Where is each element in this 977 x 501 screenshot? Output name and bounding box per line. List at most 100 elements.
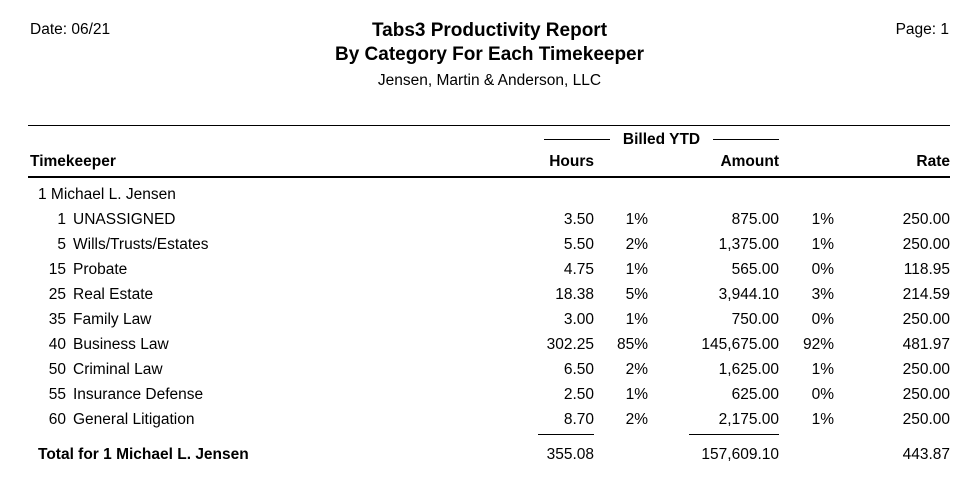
table-body: 1 Michael L. Jensen 1 UNASSIGNED 3.50 1% … [28, 178, 950, 467]
category-cell: 5 Wills/Trusts/Estates [28, 232, 504, 257]
rate-value: 250.00 [902, 211, 950, 228]
amount-value: 2,175.00 [648, 407, 779, 435]
amount-pct-value: 1% [811, 411, 834, 428]
timekeeper-name: 1 Michael L. Jensen [38, 186, 176, 203]
report-date: Date: 06/21 [30, 21, 111, 38]
hours-pct-value: 2% [625, 411, 648, 428]
table-row: 40 Business Law 302.25 85% 145,675.00 92%… [28, 332, 950, 357]
productivity-table: Billed YTD Timekeeper Hours Amount Rate … [28, 125, 950, 467]
hours-pct-value: 2% [625, 236, 648, 253]
report-title-line1: Tabs3 Productivity Report [371, 20, 608, 41]
amount-value: 145,675.00 [701, 336, 779, 353]
rate-value: 250.00 [902, 411, 950, 428]
category-cell: 60 General Litigation [28, 407, 504, 432]
category-number: 40 [48, 336, 66, 353]
category-number: 60 [48, 411, 66, 428]
column-header-row: Timekeeper Hours Amount Rate [28, 153, 950, 178]
billed-ytd-group: Billed YTD [504, 126, 780, 153]
amount-pct-value: 1% [811, 211, 834, 228]
amount-pct-value: 0% [811, 261, 834, 278]
category-number: 1 [57, 211, 66, 228]
hours-pct-value: 2% [625, 361, 648, 378]
hours-value: 4.75 [563, 261, 594, 278]
group-header-row: Billed YTD [28, 126, 950, 153]
amount-pct-value: 0% [811, 386, 834, 403]
hours-value: 5.50 [563, 236, 594, 253]
category-cell: 1 UNASSIGNED [28, 207, 504, 232]
category-number: 5 [57, 236, 66, 253]
group-header-label: Billed YTD [622, 130, 701, 148]
amount-value: 3,944.10 [718, 286, 779, 303]
category-number: 15 [48, 261, 66, 278]
hours-value: 302.25 [546, 336, 594, 353]
category-cell: 50 Criminal Law [28, 357, 504, 382]
category-cell: 55 Insurance Defense [28, 382, 504, 407]
hours-pct-value: 1% [625, 386, 648, 403]
category-cell: 40 Business Law [28, 332, 504, 357]
table-row: 55 Insurance Defense 2.50 1% 625.00 0% 25… [28, 382, 950, 407]
col-header-timekeeper: Timekeeper [30, 153, 116, 170]
report-header: Date: 06/21 Tabs3 Productivity Report By… [0, 0, 977, 92]
page-number: Page: 1 [895, 21, 949, 38]
hours-value: 3.50 [563, 211, 594, 228]
category-name: Probate [73, 261, 128, 278]
amount-value: 1,625.00 [718, 361, 779, 378]
category-number: 35 [48, 311, 66, 328]
table-row: 1 UNASSIGNED 3.50 1% 875.00 1% 250.00 [28, 207, 950, 232]
category-name: Insurance Defense [73, 386, 204, 403]
total-hours: 355.08 [546, 446, 594, 463]
category-name: Criminal Law [73, 361, 163, 378]
category-cell: 25 Real Estate [28, 282, 504, 307]
amount-pct-value: 92% [802, 336, 834, 353]
category-name: Family Law [73, 311, 152, 328]
amount-value: 565.00 [731, 261, 779, 278]
hours-pct-value: 5% [625, 286, 648, 303]
group-rule-left [544, 139, 610, 140]
category-cell: 35 Family Law [28, 307, 504, 332]
col-header-amount: Amount [720, 153, 779, 170]
hours-pct-value: 85% [616, 336, 648, 353]
hours-pct-value: 1% [625, 311, 648, 328]
amount-value: 625.00 [731, 386, 779, 403]
table-row: 50 Criminal Law 6.50 2% 1,625.00 1% 250.0… [28, 357, 950, 382]
hours-value: 6.50 [563, 361, 594, 378]
amount-value: 750.00 [731, 311, 779, 328]
timekeeper-row: 1 Michael L. Jensen [28, 182, 950, 207]
hours-pct-value: 1% [625, 261, 648, 278]
rate-value: 250.00 [902, 361, 950, 378]
total-rate: 443.87 [902, 446, 950, 463]
group-rule-right [713, 139, 780, 140]
category-number: 55 [48, 386, 66, 403]
col-header-rate: Rate [916, 153, 950, 170]
category-name: UNASSIGNED [73, 211, 176, 228]
amount-value: 1,375.00 [718, 236, 779, 253]
table-row: 15 Probate 4.75 1% 565.00 0% 118.95 [28, 257, 950, 282]
hours-value: 3.00 [563, 311, 594, 328]
total-amount: 157,609.10 [701, 446, 779, 463]
table-row: 35 Family Law 3.00 1% 750.00 0% 250.00 [28, 307, 950, 332]
report-title-block: Tabs3 Productivity Report By Category Fo… [210, 19, 769, 92]
category-number: 25 [48, 286, 66, 303]
hours-value: 18.38 [555, 286, 594, 303]
hours-pct-value: 1% [625, 211, 648, 228]
rate-value: 250.00 [902, 386, 950, 403]
amount-value: 875.00 [731, 211, 779, 228]
category-name: Business Law [73, 336, 169, 353]
total-label: Total for 1 Michael L. Jensen [38, 446, 249, 463]
rate-value: 250.00 [902, 311, 950, 328]
table-row: 5 Wills/Trusts/Estates 5.50 2% 1,375.00 1… [28, 232, 950, 257]
amount-pct-value: 1% [811, 236, 834, 253]
firm-name: Jensen, Martin & Anderson, LLC [377, 72, 602, 89]
amount-pct-value: 3% [811, 286, 834, 303]
report-title-line2: By Category For Each Timekeeper [334, 44, 645, 65]
total-row: Total for 1 Michael L. Jensen 355.08 157… [28, 442, 950, 467]
rate-value: 118.95 [903, 261, 950, 278]
rate-value: 481.97 [902, 336, 950, 353]
category-name: Wills/Trusts/Estates [73, 236, 209, 253]
category-cell: 15 Probate [28, 257, 504, 282]
category-name: General Litigation [73, 411, 195, 428]
rate-value: 214.59 [902, 286, 950, 303]
hours-value: 8.70 [504, 407, 594, 435]
col-header-hours: Hours [549, 153, 594, 170]
